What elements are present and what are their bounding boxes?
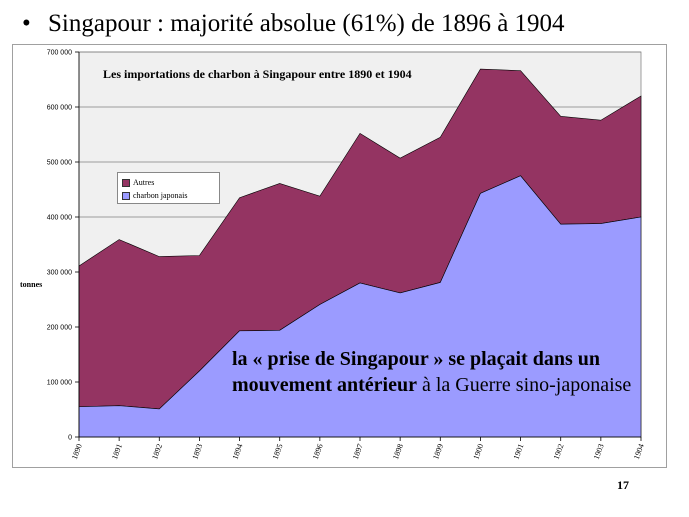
area-series — [78, 68, 642, 438]
x-tick-label: 1891 — [110, 443, 124, 461]
legend-swatch-charbon-japonais — [122, 191, 130, 200]
x-tick-label: 1901 — [512, 443, 526, 461]
x-tick-label: 1903 — [592, 443, 606, 461]
y-tick-label: 200 000 — [47, 325, 72, 332]
annotation-bold-text: la « prise de Singapour » se plaçait dan… — [232, 348, 601, 396]
y-tick-label: 600 000 — [47, 105, 72, 112]
y-tick-label: 300 000 — [47, 270, 72, 277]
title-bullet: • — [22, 10, 31, 37]
x-tick-label: 1899 — [431, 443, 445, 461]
page-number: 17 — [617, 478, 629, 492]
y-tick-labels: 0 100 000 200 000 300 000 400 000 500 000 600 … — [47, 50, 72, 442]
area-charbon-japonais — [78, 175, 642, 438]
title-text: Singapour : majorité absolue (61%) de 18… — [48, 10, 565, 37]
legend-item-autres: Autres — [122, 176, 219, 189]
legend-swatch-autres — [122, 178, 130, 187]
chart-legend: Autres charbon japonais — [117, 172, 220, 204]
chart-annotation: la « prise de Singapour » se plaçait dan… — [232, 346, 652, 398]
slide-title: • Singapour : majorité absolue (61%) de 1… — [22, 10, 565, 38]
x-tick-label: 1898 — [391, 443, 405, 461]
y-tick-label: 500 000 — [47, 160, 72, 167]
chart-title: Les importations de charbon à Singapour … — [103, 67, 412, 81]
x-tick-label: 1902 — [552, 443, 566, 461]
x-tick-label: 1900 — [471, 443, 485, 461]
x-tick-labels: 1890 1891 1892 1893 1894 1895 1896 1897 1898 1899… — [70, 443, 646, 461]
y-tick-label: 700 000 — [47, 50, 72, 57]
x-tick-label: 1892 — [150, 443, 164, 461]
legend-label-autres: Autres — [133, 178, 155, 187]
axes — [78, 52, 642, 441]
x-tick-label: 1895 — [271, 443, 285, 461]
y-tick-label: 100 000 — [47, 380, 72, 387]
x-tick-label: 1894 — [231, 443, 245, 461]
x-tick-label: 1893 — [190, 443, 204, 461]
y-axis-label: tonnes — [20, 280, 43, 289]
x-tick-label: 1897 — [351, 443, 365, 461]
y-tick-label: 0 — [68, 435, 72, 442]
legend-label-charbon-japonais: charbon japonais — [133, 191, 188, 200]
x-tick-label: 1890 — [70, 443, 84, 461]
annotation-normal-text: à la Guerre sino-japonaise — [416, 374, 632, 396]
x-tick-label: 1896 — [311, 443, 325, 461]
x-tick-label: 1904 — [632, 443, 646, 461]
y-tick-label: 400 000 — [47, 215, 72, 222]
legend-item-charbon-japonais: charbon japonais — [122, 189, 219, 202]
